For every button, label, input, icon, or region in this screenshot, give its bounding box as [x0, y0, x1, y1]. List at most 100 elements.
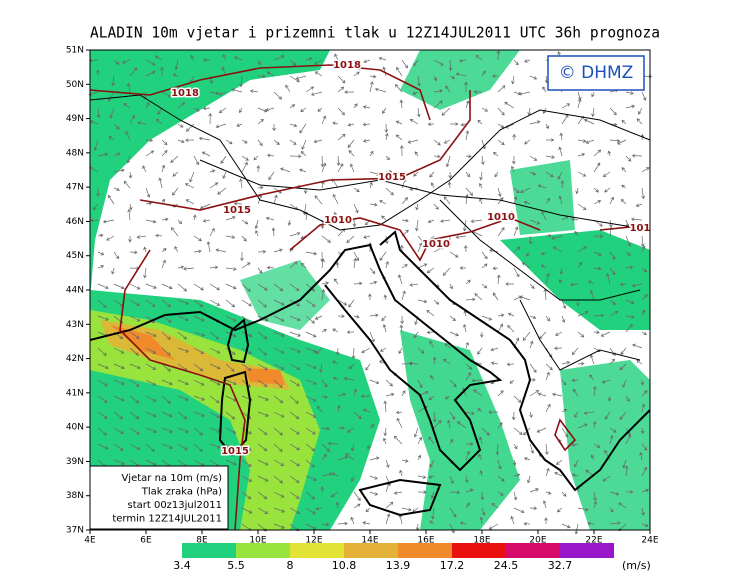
- wind-arrow: [145, 459, 157, 466]
- wind-arrow: [473, 90, 483, 94]
- info-line: Tlak zraka (hPa): [141, 487, 222, 498]
- wind-arrow: [347, 427, 355, 433]
- wind-arrow: [545, 155, 555, 159]
- wind-arrow: [426, 309, 435, 317]
- wind-arrow: [327, 441, 339, 446]
- wind-arrow: [350, 516, 355, 525]
- wind-arrow: [528, 235, 533, 245]
- wind-arrow: [233, 56, 243, 61]
- wind-arrow: [449, 283, 453, 290]
- logo: © DHMZ: [559, 63, 634, 83]
- wind-arrow: [609, 196, 614, 205]
- wind-arrow: [161, 259, 166, 269]
- wind-arrow: [193, 155, 200, 166]
- wind-arrow: [289, 507, 301, 514]
- wind-arrow: [128, 171, 133, 179]
- wind-arrow: [556, 507, 563, 513]
- wind-arrow: [374, 87, 387, 93]
- wind-arrow: [360, 394, 371, 399]
- wind-arrow: [537, 184, 547, 189]
- wind-arrow: [369, 475, 378, 480]
- wind-arrow: [241, 475, 253, 482]
- wind-arrow: [129, 315, 141, 322]
- colorbar-swatch: [506, 543, 560, 558]
- wind-arrow: [369, 150, 374, 157]
- wind-arrow: [632, 343, 643, 349]
- wind-arrow: [350, 475, 355, 482]
- info-line: Vjetar na 10m (m/s): [121, 473, 222, 484]
- wind-arrow: [161, 150, 168, 157]
- wind-arrow: [333, 278, 339, 285]
- wind-arrow: [449, 507, 457, 518]
- wind-arrow: [399, 99, 404, 109]
- wind-arrow: [241, 219, 249, 225]
- wind-arrow: [465, 154, 472, 159]
- wind-arrow: [497, 85, 506, 93]
- wind-arrow: [129, 283, 141, 290]
- wind-arrow: [369, 171, 381, 176]
- wind-arrow: [430, 375, 435, 381]
- wind-arrow: [155, 55, 163, 61]
- wind-arrow: [545, 403, 551, 413]
- wind-arrow: [577, 246, 587, 253]
- wind-arrow: [218, 91, 227, 96]
- wind-arrow: [193, 427, 204, 436]
- wind-arrow: [433, 139, 441, 146]
- wind-arrow: [265, 216, 275, 221]
- wind-arrow: [305, 299, 316, 307]
- wind-arrow: [385, 392, 395, 397]
- wind-arrow: [577, 331, 585, 338]
- wind-arrow: [93, 139, 99, 151]
- wind-arrow: [257, 491, 268, 500]
- wind-arrow: [268, 171, 275, 181]
- wind-arrow: [561, 427, 568, 438]
- wind-arrow: [369, 331, 375, 343]
- colorbar-label: 3.4: [173, 559, 191, 572]
- wind-arrow: [460, 122, 467, 127]
- wind-arrow: [273, 248, 283, 253]
- wind-arrow: [111, 75, 115, 87]
- wind-arrow: [492, 292, 499, 301]
- wind-arrow: [289, 475, 300, 483]
- wind-arrow: [481, 263, 488, 269]
- wind-arrow: [619, 411, 627, 421]
- wind-arrow: [607, 395, 612, 402]
- wind-arrow: [225, 379, 237, 386]
- wind-arrow: [545, 315, 551, 322]
- wind-arrow: [449, 331, 459, 337]
- wind-arrow: [170, 227, 179, 237]
- wind-arrow: [271, 227, 276, 237]
- wind-arrow: [257, 507, 269, 514]
- wind-arrow: [497, 459, 502, 470]
- wind-arrow: [481, 139, 486, 150]
- wind-arrow: [273, 411, 285, 418]
- wind-arrow: [577, 507, 589, 512]
- wind-arrow: [481, 507, 486, 516]
- wind-arrow: [305, 315, 315, 324]
- wind-arrow: [602, 475, 611, 482]
- wind-arrow: [97, 427, 107, 436]
- wind-arrow: [559, 132, 564, 141]
- wind-arrow: [447, 235, 452, 247]
- wind-arrow: [321, 472, 333, 477]
- wind-arrow: [442, 267, 451, 276]
- wind-arrow: [546, 138, 555, 142]
- wind-arrow: [589, 374, 595, 381]
- wind-arrow: [417, 347, 425, 354]
- wind-arrow: [295, 75, 307, 80]
- wind-arrow: [426, 330, 435, 335]
- wind-arrow: [348, 149, 355, 157]
- wind-arrow: [497, 227, 505, 237]
- wind-arrow: [225, 203, 230, 210]
- wind-arrow: [289, 75, 300, 83]
- colorbar-label: 17.2: [440, 559, 465, 572]
- wind-arrow: [554, 471, 563, 477]
- wind-arrow: [109, 107, 115, 119]
- wind-arrow: [97, 411, 108, 419]
- wind-arrow: [465, 171, 471, 178]
- wind-arrow: [488, 410, 499, 415]
- wind-arrow: [330, 491, 339, 498]
- wind-arrow: [409, 283, 419, 287]
- wind-arrow: [300, 151, 307, 157]
- wind-arrow: [396, 66, 403, 77]
